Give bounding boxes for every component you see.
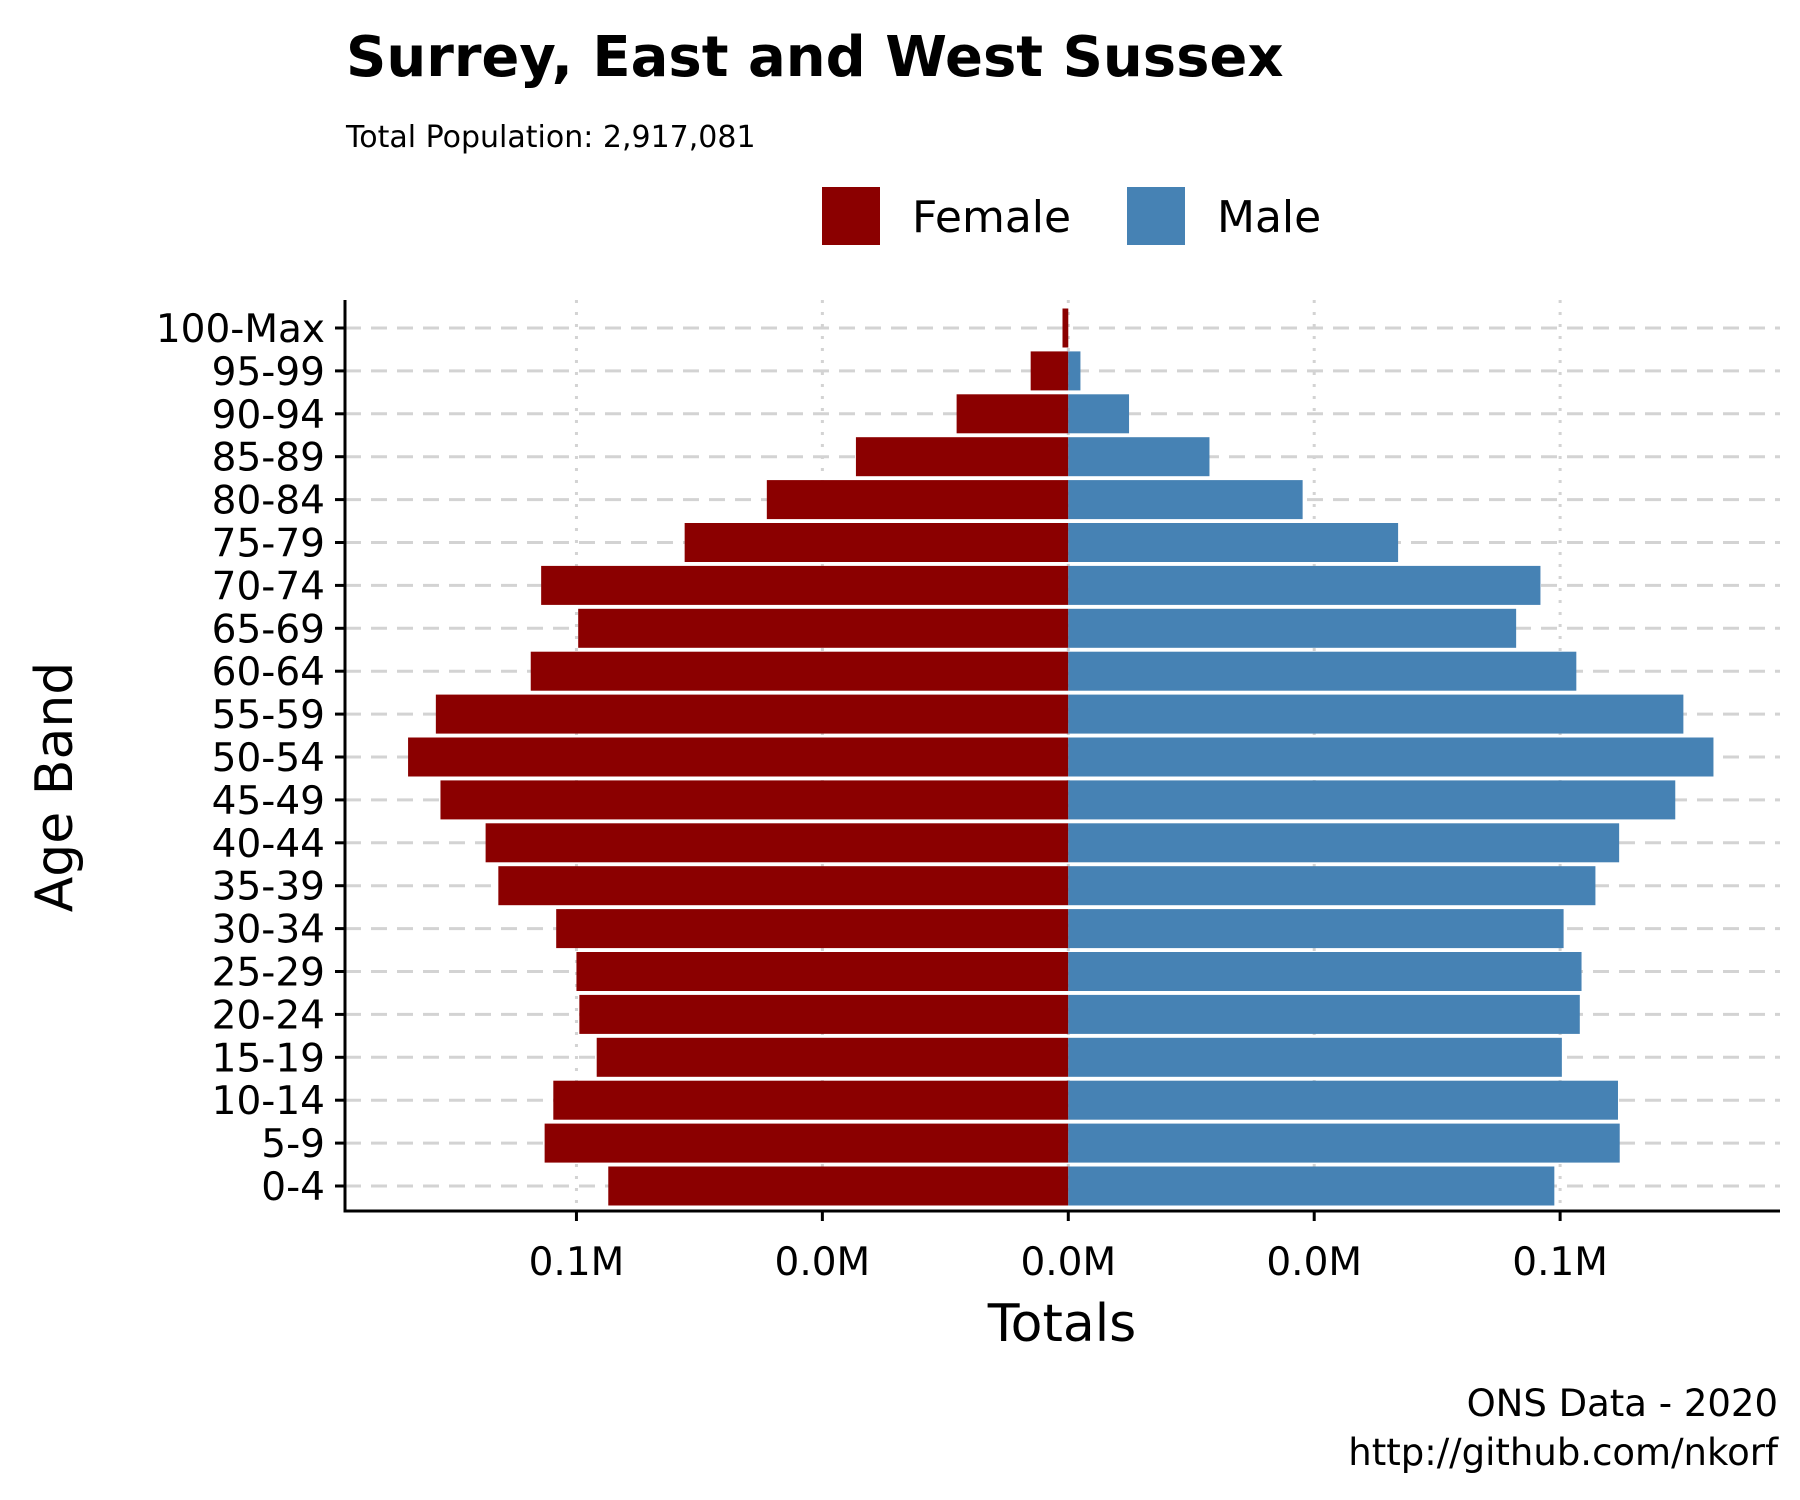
bar-male-35-39: [1068, 866, 1596, 906]
y-axis-tick-labels: 0-45-910-1415-1920-2425-2930-3435-3940-4…: [156, 307, 325, 1210]
bar-female-25-29: [576, 952, 1069, 991]
bar-male-40-44: [1068, 823, 1620, 863]
bar-female-0-4: [608, 1166, 1069, 1206]
bar-female-30-34: [556, 909, 1069, 949]
bar-male-65-69: [1068, 608, 1517, 648]
x-tick-label: 0.0M: [1266, 1240, 1362, 1285]
bar-female-75-79: [684, 523, 1069, 562]
bar-female-60-64: [530, 651, 1069, 691]
bar-female-45-49: [440, 780, 1069, 820]
y-tick-label-75-79: 75-79: [212, 522, 325, 567]
x-axis-tick-labels: 0.1M 0.0M 0.0M 0.0M 0.1M: [529, 1240, 1608, 1285]
legend-label-female: Female: [912, 192, 1071, 243]
x-axis-title: Totals: [987, 1294, 1137, 1354]
bar-male-15-19: [1068, 1037, 1562, 1077]
bar-male-0-4: [1068, 1166, 1555, 1206]
legend: Female Male: [822, 187, 1321, 245]
bar-male-5-9: [1068, 1123, 1620, 1163]
bar-male-25-29: [1068, 952, 1582, 991]
bar-female-70-74: [541, 565, 1069, 605]
bar-female-50-54: [408, 737, 1069, 777]
y-tick-label-0-4: 0-4: [261, 1165, 325, 1210]
bars: [408, 308, 1714, 1206]
y-tick-label-95-99: 95-99: [212, 350, 325, 395]
bar-female-35-39: [498, 866, 1069, 906]
x-tick-label: 0.1M: [1512, 1240, 1608, 1285]
y-axis-title: Age Band: [25, 662, 85, 913]
legend-swatch-male: [1127, 187, 1185, 245]
bar-female-10-14: [553, 1080, 1069, 1120]
y-tick-label-65-69: 65-69: [212, 607, 325, 652]
bar-female-65-69: [578, 608, 1069, 648]
bar-male-60-64: [1068, 651, 1577, 691]
y-tick-label-55-59: 55-59: [212, 693, 325, 738]
bar-female-85-89: [855, 437, 1069, 477]
y-tick-label-20-24: 20-24: [212, 993, 325, 1038]
legend-swatch-female: [822, 187, 880, 245]
caption-url: http://github.com/nkorf: [1348, 1431, 1779, 1474]
bar-female-55-59: [435, 694, 1069, 734]
y-tick-label-30-34: 30-34: [212, 908, 325, 953]
y-tick-label-80-84: 80-84: [212, 479, 325, 524]
bar-male-55-59: [1068, 694, 1684, 734]
bar-male-20-24: [1068, 994, 1580, 1034]
chart-subtitle: Total Population: 2,917,081: [345, 120, 756, 155]
bar-female-40-44: [485, 823, 1069, 863]
bar-female-15-19: [596, 1037, 1069, 1077]
bar-male-50-54: [1068, 737, 1714, 777]
bar-male-90-94: [1068, 394, 1130, 434]
y-tick-label-70-74: 70-74: [212, 564, 325, 609]
y-tick-label-10-14: 10-14: [212, 1079, 325, 1124]
y-tick-label-15-19: 15-19: [212, 1036, 325, 1081]
bar-male-70-74: [1068, 565, 1541, 605]
y-tick-label-40-44: 40-44: [212, 822, 325, 867]
y-tick-label-85-89: 85-89: [212, 436, 325, 481]
y-tick-label-45-49: 45-49: [212, 779, 325, 824]
axes: [335, 300, 1780, 1221]
y-tick-label-35-39: 35-39: [212, 865, 325, 910]
x-tick-label: 0.0M: [1020, 1240, 1116, 1285]
bar-male-30-34: [1068, 909, 1564, 949]
y-tick-label-90-94: 90-94: [212, 393, 325, 438]
bar-male-10-14: [1068, 1080, 1618, 1120]
bar-female-20-24: [579, 994, 1069, 1034]
x-tick-label: 0.1M: [529, 1240, 625, 1285]
y-tick-label-60-64: 60-64: [212, 650, 325, 695]
x-tick-label: 0.0M: [775, 1240, 871, 1285]
y-tick-label-5-9: 5-9: [261, 1122, 325, 1167]
y-tick-label-50-54: 50-54: [212, 736, 325, 781]
bar-female-5-9: [544, 1123, 1069, 1163]
bar-female-90-94: [956, 394, 1069, 434]
legend-label-male: Male: [1217, 192, 1321, 243]
bar-male-95-99: [1068, 351, 1081, 391]
bar-female-80-84: [766, 480, 1069, 520]
bar-male-85-89: [1068, 437, 1210, 477]
bar-male-80-84: [1068, 480, 1303, 520]
bar-female-95-99: [1030, 351, 1069, 391]
bar-female-100-Max: [1062, 308, 1069, 348]
caption-source: ONS Data - 2020: [1467, 1382, 1778, 1425]
y-tick-label-100-Max: 100-Max: [156, 307, 325, 352]
chart-title: Surrey, East and West Sussex: [346, 25, 1284, 90]
bar-male-45-49: [1068, 780, 1676, 820]
y-tick-label-25-29: 25-29: [212, 951, 325, 996]
bar-male-75-79: [1068, 523, 1399, 562]
